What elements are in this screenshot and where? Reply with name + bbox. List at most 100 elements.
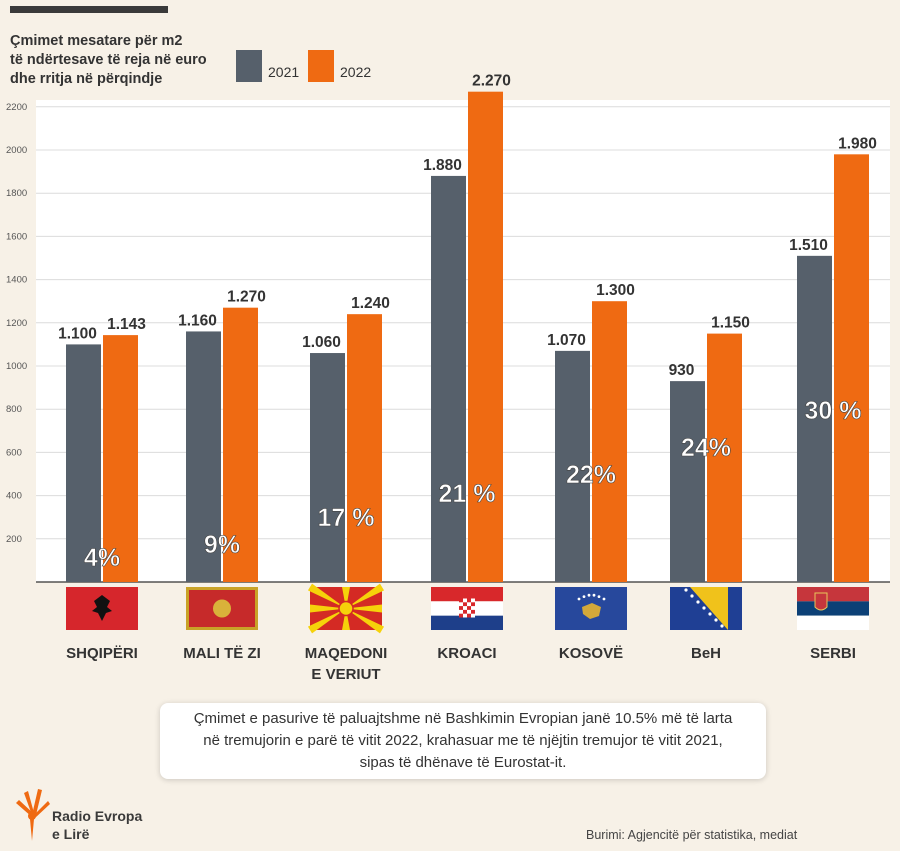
- bar-2022: [707, 333, 742, 582]
- data-label-2022: 1.270: [227, 289, 266, 306]
- bar-2021: [186, 331, 221, 582]
- data-label-2022: 1.980: [838, 135, 877, 152]
- flag-part: [797, 615, 869, 630]
- bar-2022: [223, 307, 258, 582]
- y-tick-label: 400: [6, 491, 22, 502]
- legend-swatch-2021: [236, 50, 262, 82]
- croatia-flag-icon: [431, 587, 503, 630]
- bar-2022: [592, 301, 627, 582]
- legend-item-2021: 2021: [236, 50, 299, 82]
- flag-part: [459, 598, 463, 603]
- note-box: Çmimet e pasurive të paluajtshme në Bash…: [160, 703, 766, 779]
- category-label: KOSOVË: [559, 645, 623, 662]
- flag-part: [459, 613, 463, 618]
- bar-2021: [310, 353, 345, 582]
- flag-triangle: [690, 587, 728, 630]
- logo-text: Radio Evropa e Lirë: [52, 807, 142, 843]
- y-tick-label: 200: [6, 534, 22, 545]
- flag-ray: [346, 608, 385, 634]
- flag-ray: [310, 604, 346, 613]
- y-tick-label: 2000: [6, 145, 27, 156]
- data-label-2021: 1.100: [58, 325, 97, 342]
- data-label-2021: 1.510: [789, 237, 828, 254]
- category-label: SHQIPËRI: [66, 645, 138, 662]
- flag-sun: [338, 600, 354, 617]
- data-label-2022: 2.270: [472, 73, 511, 90]
- montenegro-flag-icon: [186, 587, 258, 630]
- flag-part: [467, 598, 471, 603]
- bar-2022: [834, 154, 869, 582]
- bar-2022: [347, 314, 382, 582]
- bar-2021: [670, 381, 705, 582]
- data-label-2021: 1.880: [423, 157, 462, 174]
- flag-star: [708, 612, 712, 616]
- category-label: BeH: [691, 645, 721, 662]
- data-label-2022: 1.300: [596, 282, 635, 299]
- flag-star: [720, 624, 724, 628]
- legend-swatch-2022: [308, 50, 334, 82]
- chart-title: Çmimet mesatare për m2 të ndërtesave të …: [10, 32, 230, 89]
- legend-item-2022: 2022: [308, 50, 371, 82]
- bar-2022: [468, 91, 503, 583]
- flag-star: [587, 593, 591, 597]
- flag-emblem: [213, 599, 231, 618]
- data-label-2022: 1.143: [107, 316, 146, 333]
- chart-title-line: Çmimet mesatare për m2: [10, 33, 183, 49]
- flag-star: [714, 618, 718, 622]
- flag-star: [577, 597, 581, 601]
- flag-part: [431, 615, 503, 630]
- data-label-2021: 1.070: [547, 332, 586, 349]
- category-label: MAQEDONI: [305, 645, 388, 662]
- flag-ray: [307, 583, 346, 609]
- data-label-2022: 1.240: [351, 295, 390, 312]
- flag-part: [471, 602, 475, 607]
- bar-2021: [431, 175, 466, 583]
- source-note: Burimi: Agjencitë për statistika, mediat: [586, 828, 798, 842]
- y-tick-label: 1800: [6, 188, 27, 199]
- y-tick-label: 1600: [6, 231, 27, 242]
- flag-ray: [342, 587, 350, 609]
- bar-2021: [797, 255, 832, 582]
- flag-star: [592, 593, 596, 597]
- flag-part: [431, 587, 503, 602]
- data-label-2022: 1.150: [711, 315, 750, 332]
- y-tick-label: 800: [6, 404, 22, 415]
- flag-star: [602, 597, 606, 601]
- category-label: E VERIUT: [311, 666, 380, 683]
- serbia-flag-icon: [797, 587, 869, 630]
- albania-flag-icon: [66, 587, 138, 630]
- growth-percent-label: 4%: [84, 544, 120, 572]
- north-macedonia-flag-icon: [307, 583, 385, 634]
- flag-part: [471, 609, 475, 614]
- flag-ray: [346, 604, 382, 613]
- bar-chart: 200 400 600 800 1000 1200 1400 1600 1800 2000 2200…: [6, 73, 890, 683]
- bosnia-flag-icon: [670, 587, 742, 630]
- category-label: KROACI: [437, 645, 496, 662]
- flag-coat: [814, 592, 828, 611]
- flag-star: [582, 595, 586, 599]
- kosovo-flag-icon: [555, 587, 627, 630]
- growth-percent-label: 17 %: [318, 504, 375, 532]
- flag-star: [597, 595, 601, 599]
- data-label-2021: 930: [669, 362, 695, 379]
- growth-percent-label: 22%: [566, 461, 616, 489]
- flag-part: [459, 606, 463, 610]
- flag-part: [463, 602, 467, 607]
- legend-label-2022: 2022: [340, 64, 372, 80]
- flag-part: [463, 609, 467, 614]
- chart-title-line: dhe rritja në përqindje: [10, 71, 163, 87]
- y-tick-label: 1200: [6, 318, 27, 329]
- bar-2022: [103, 335, 138, 582]
- y-tick-label: 1400: [6, 275, 27, 286]
- growth-percent-label: 9%: [204, 531, 240, 559]
- bar-2021: [555, 350, 590, 582]
- flag-part: [797, 587, 869, 602]
- flag-part: [467, 613, 471, 618]
- top-accent-bar: [10, 6, 168, 13]
- flag-part: [797, 601, 869, 616]
- flag-star: [702, 606, 706, 610]
- legend-label-2021: 2021: [268, 64, 300, 80]
- bar-2021: [66, 344, 101, 582]
- growth-percent-label: 24%: [681, 434, 731, 462]
- data-label-2021: 1.060: [302, 334, 341, 351]
